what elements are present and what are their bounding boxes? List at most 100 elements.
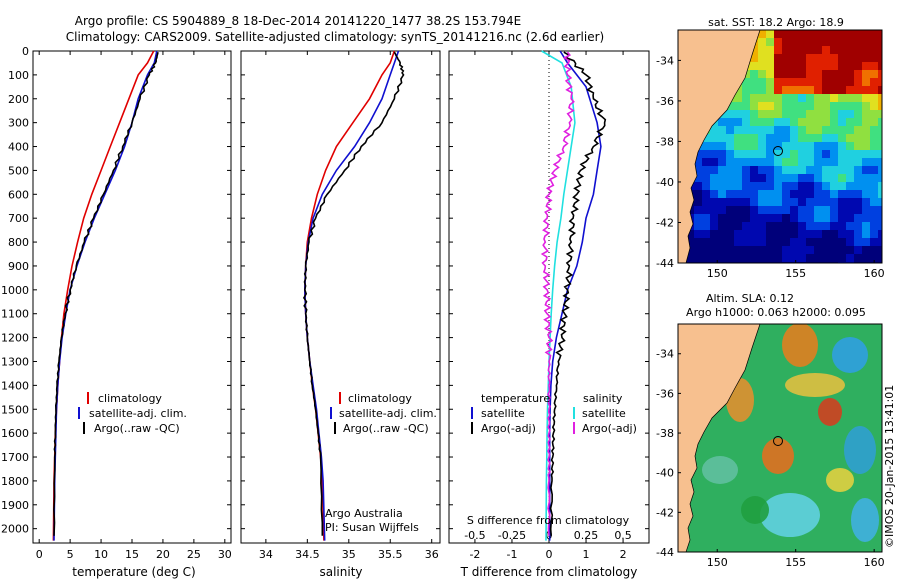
sst-cell: [870, 150, 878, 158]
sst-cell: [758, 150, 766, 158]
sst-cell: [790, 214, 798, 222]
sst-cell: [790, 70, 798, 78]
sst-cell: [782, 198, 790, 206]
sst-cell: [870, 238, 878, 246]
sst-cell: [742, 230, 750, 238]
sst-cell: [702, 230, 710, 238]
sst-cell: [790, 102, 798, 110]
sst-cell: [878, 190, 882, 198]
lat-tick-label: -40: [656, 176, 674, 189]
sst-cell: [734, 238, 742, 246]
sst-cell: [806, 158, 814, 166]
sst-cell: [766, 30, 774, 38]
sst-cell: [878, 174, 882, 182]
sla-blob: [832, 337, 868, 373]
sst-cell: [790, 142, 798, 150]
sst-cell: [862, 110, 870, 118]
sst-cell: [878, 46, 882, 54]
sst-cell: [870, 62, 878, 70]
sst-cell: [750, 174, 758, 182]
sst-cell: [750, 86, 758, 94]
sla-map-panel: Altim. SLA: 0.12 Argo h1000: 0.063 h2000…: [656, 292, 885, 569]
sst-cell: [742, 110, 750, 118]
salinity-series: [302, 50, 405, 541]
depth-tick-label: 1100: [1, 308, 29, 321]
difference-legend: temperature satellite Argo(-adj) salinit…: [471, 392, 637, 435]
sst-cell: [798, 222, 806, 230]
sst-cell: [862, 158, 870, 166]
x-tick-label: 10: [94, 548, 108, 561]
sst-cell: [830, 30, 838, 38]
sst-cell: [710, 182, 718, 190]
sla-land-mask: [678, 324, 761, 552]
sst-cell: [822, 238, 830, 246]
sst-cell: [862, 38, 870, 46]
depth-tick-label: 0: [22, 45, 29, 58]
sst-cell: [798, 246, 806, 254]
sst-cell: [846, 190, 854, 198]
sst-cell: [822, 86, 830, 94]
sst-cell: [854, 166, 862, 174]
sst-cell: [782, 246, 790, 254]
sst-cell: [814, 214, 822, 222]
sst-cell: [710, 150, 718, 158]
sst-cell: [750, 230, 758, 238]
sst-cell: [838, 134, 846, 142]
sst-cell: [798, 166, 806, 174]
sst-cell: [878, 62, 882, 70]
sst-cell: [854, 62, 862, 70]
sst-cell: [758, 166, 766, 174]
sla-blob: [762, 438, 794, 474]
depth-tick-label: 1400: [1, 379, 29, 392]
sst-cell: [694, 214, 702, 222]
sst-cell: [734, 158, 742, 166]
annotation-pi: PI: Susan Wijffels: [325, 521, 419, 534]
sst-cell: [870, 142, 878, 150]
sst-cell: [878, 142, 882, 150]
sst-cell: [694, 166, 702, 174]
sst-cell: [750, 222, 758, 230]
sst-cell: [838, 254, 846, 262]
sst-cell: [758, 30, 766, 38]
sst-cell: [694, 246, 702, 254]
depth-tick-label: 2000: [1, 523, 29, 536]
sst-cell: [774, 158, 782, 166]
sst-cell: [726, 222, 734, 230]
sst-cell: [774, 166, 782, 174]
sst-cell: [846, 78, 854, 86]
sst-cell: [774, 94, 782, 102]
sst-cell: [814, 134, 822, 142]
sst-cell: [790, 198, 798, 206]
sst-cell: [790, 222, 798, 230]
x-tick-label: 20: [156, 548, 170, 561]
sst-cell: [878, 126, 882, 134]
sst-cell: [734, 166, 742, 174]
s-tick-label: 0.25: [574, 529, 599, 542]
t-difference-ticks: -2 -1 0 1 2: [469, 51, 627, 561]
sst-cell: [726, 190, 734, 198]
sst-cell: [822, 110, 830, 118]
sst-cell: [702, 134, 710, 142]
sst-cell: [830, 206, 838, 214]
sst-cell: [798, 46, 806, 54]
sst-cell: [838, 222, 846, 230]
sst-cell: [750, 102, 758, 110]
sst-cell: [710, 214, 718, 222]
sst-cell: [734, 174, 742, 182]
sst-cell: [814, 174, 822, 182]
sst-cell: [846, 206, 854, 214]
sst-cell: [806, 206, 814, 214]
sst-cell: [854, 182, 862, 190]
sst-cell: [838, 206, 846, 214]
legend-temp-satellite: satellite: [481, 407, 525, 420]
legend-temp-argo: Argo(-adj): [481, 422, 536, 435]
sst-cell: [686, 238, 694, 246]
sst-cell: [774, 62, 782, 70]
sst-cell: [726, 166, 734, 174]
sst-cell: [694, 198, 702, 206]
sst-cell: [878, 110, 882, 118]
sst-cell: [742, 158, 750, 166]
sst-cell: [870, 166, 878, 174]
sst-cell: [846, 118, 854, 126]
depth-tick-label: 700: [8, 212, 29, 225]
